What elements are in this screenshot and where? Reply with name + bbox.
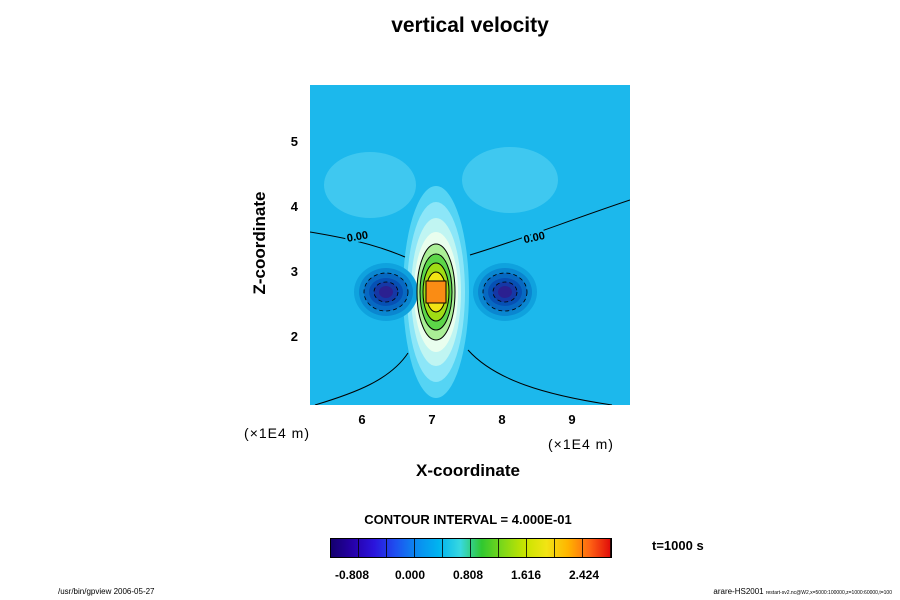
zero-contour-lines — [310, 199, 630, 405]
colorbar-label-2: 0.000 — [394, 568, 426, 582]
x-tick-7: 7 — [428, 412, 436, 427]
updraft-plume-core — [416, 243, 456, 341]
time-label: t=1000 s — [652, 538, 704, 553]
downdraft-left — [354, 263, 418, 321]
footer-dataset-text: arare-HS2001 restart-sv2.nc@W2,x=5000:10… — [713, 587, 892, 596]
y-tick-2: 2 — [290, 329, 298, 344]
colorbar-label-1: -0.808 — [334, 568, 370, 582]
colorbar-label-5: 2.424 — [568, 568, 600, 582]
x-tick-9: 9 — [568, 412, 576, 427]
colorbar — [330, 538, 612, 558]
y-tick-5: 5 — [290, 134, 298, 149]
axis-unit-right: (×1E4 m) — [548, 436, 614, 452]
axis-unit-left: (×1E4 m) — [244, 425, 310, 441]
footer-dataset-detail: restart-sv2.nc@W2,x=5000:100000,z=1000:6… — [765, 590, 892, 596]
zero-contour-label-left: 0.00 — [346, 229, 369, 245]
plot-title: vertical velocity — [391, 14, 549, 37]
colorbar-segments — [331, 539, 611, 557]
colorbar-label-4: 1.616 — [510, 568, 542, 582]
downdraft-right — [473, 263, 537, 321]
x-tick-8: 8 — [498, 412, 506, 427]
y-axis-label: Z-coordinate — [250, 191, 269, 295]
footer-command-text: /usr/bin/gpview 2006-05-27 — [58, 587, 155, 596]
y-tick-3: 3 — [290, 264, 298, 279]
x-axis-label: X-coordinate — [416, 461, 520, 480]
contour-interval-text: CONTOUR INTERVAL = 4.000E-01 — [364, 512, 572, 527]
y-tick-4: 4 — [290, 199, 298, 214]
colorbar-label-3: 0.808 — [452, 568, 484, 582]
contour-plot-canvas: 0.00 0.00 — [310, 85, 630, 405]
footer-dataset-name: arare-HS2001 — [713, 587, 764, 596]
x-tick-6: 6 — [358, 412, 366, 427]
background-field — [310, 85, 630, 405]
